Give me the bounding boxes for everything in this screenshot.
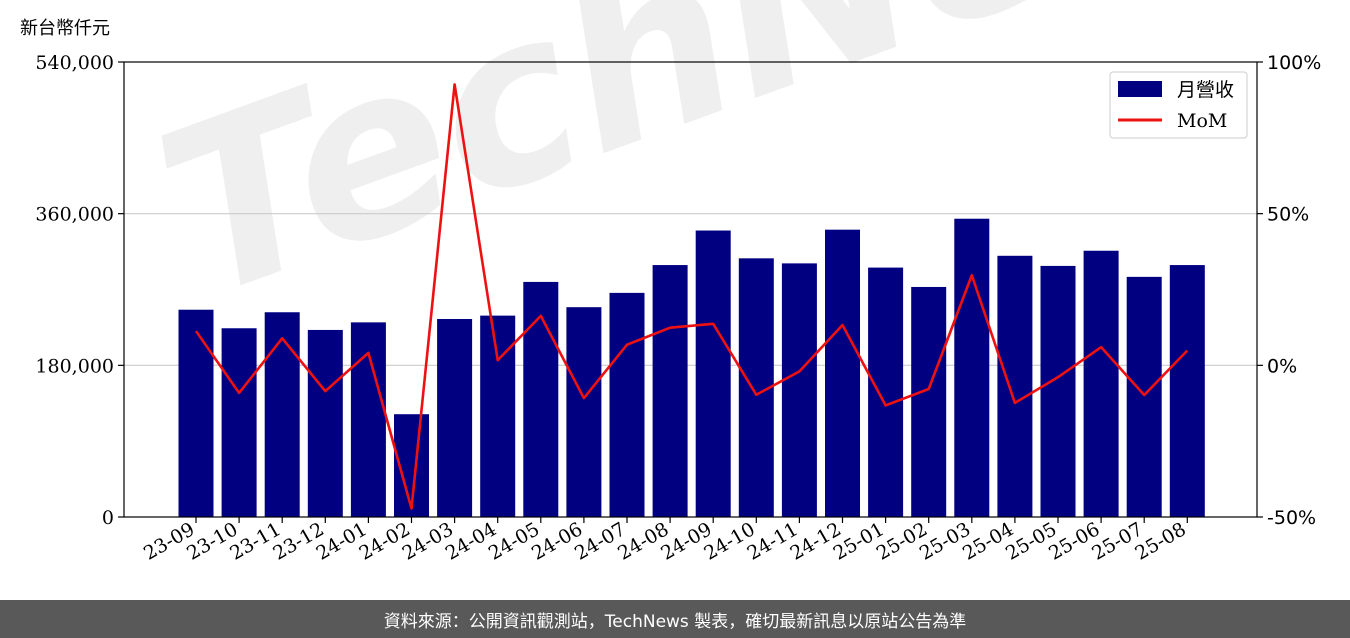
bar-25-05 [1040, 265, 1076, 517]
bar-25-06 [1083, 250, 1119, 518]
right-tick-label: 0% [1267, 355, 1297, 377]
left-tick-label: 0 [102, 507, 114, 529]
bar-25-07 [1126, 276, 1162, 517]
plot-frame [123, 61, 1258, 518]
right-tick-label: -50% [1267, 507, 1316, 529]
legend-label-revenue: 月營收 [1177, 79, 1234, 101]
bar-23-11 [264, 312, 300, 517]
mom-series [194, 83, 1189, 510]
bar-25-01 [868, 267, 904, 517]
bar-23-09 [178, 309, 214, 517]
left-tick-label: 540,000 [35, 52, 114, 74]
bar-25-04 [997, 255, 1033, 517]
x-axis: 23-0923-1023-1123-1224-0124-0224-0324-04… [140, 517, 1190, 565]
legend-label-mom: MoM [1177, 110, 1227, 132]
x-tick-label: 25-08 [1131, 518, 1189, 564]
bar-23-10 [221, 328, 257, 517]
right-tick-label: 100% [1267, 52, 1321, 74]
footer-source-note: 資料來源：公開資訊觀測站，TechNews 製表，確切最新訊息以原站公告為準 [0, 600, 1350, 638]
left-y-axis: 0 180,000 360,000 540,000 [35, 52, 124, 529]
bar-25-08 [1169, 265, 1205, 517]
bar-25-03 [954, 218, 990, 517]
left-tick-label: 360,000 [35, 204, 114, 226]
bar-24-07 [609, 292, 645, 517]
bar-24-09 [695, 230, 731, 517]
bar-24-12 [825, 229, 860, 518]
right-tick-label: 50% [1267, 204, 1309, 226]
bar-24-03 [437, 318, 473, 517]
bar-24-08 [652, 265, 688, 517]
y-unit-label: 新台幣仟元 [20, 18, 110, 39]
bar-24-06 [566, 307, 602, 517]
bar-24-01 [350, 322, 386, 517]
left-tick-label: 180,000 [35, 355, 114, 377]
mom-line [194, 83, 1189, 510]
footer-text: 資料來源：公開資訊觀測站，TechNews 製表，確切最新訊息以原站公告為準 [383, 611, 967, 632]
legend: 月營收 MoM [1109, 71, 1248, 139]
right-y-axis: -50% 0% 50% 100% [1257, 52, 1321, 529]
bar-24-05 [523, 281, 559, 517]
bar-23-12 [307, 329, 343, 517]
bar-24-11 [781, 263, 817, 517]
bar-series [178, 218, 1205, 518]
legend-swatch-revenue [1118, 81, 1162, 97]
bar-25-02 [911, 286, 947, 517]
revenue-chart: 0 180,000 360,000 540,000 -50% 0% 50% 100% 23-… [35, 52, 1321, 565]
